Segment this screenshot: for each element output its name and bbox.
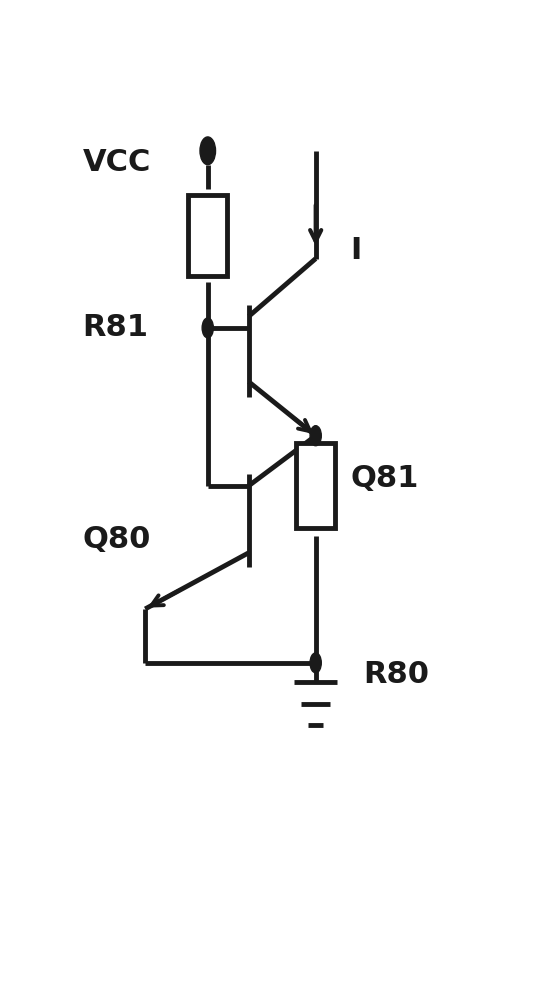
Bar bbox=[188, 195, 227, 276]
Circle shape bbox=[200, 137, 216, 165]
Text: VCC: VCC bbox=[82, 148, 151, 177]
Circle shape bbox=[310, 653, 321, 673]
Text: Q81: Q81 bbox=[350, 464, 419, 493]
Text: I: I bbox=[350, 236, 361, 265]
Text: Q80: Q80 bbox=[82, 525, 151, 554]
Text: R80: R80 bbox=[363, 660, 429, 689]
Circle shape bbox=[310, 426, 321, 446]
Circle shape bbox=[202, 318, 213, 338]
Text: R81: R81 bbox=[82, 313, 149, 342]
Bar bbox=[296, 443, 335, 528]
